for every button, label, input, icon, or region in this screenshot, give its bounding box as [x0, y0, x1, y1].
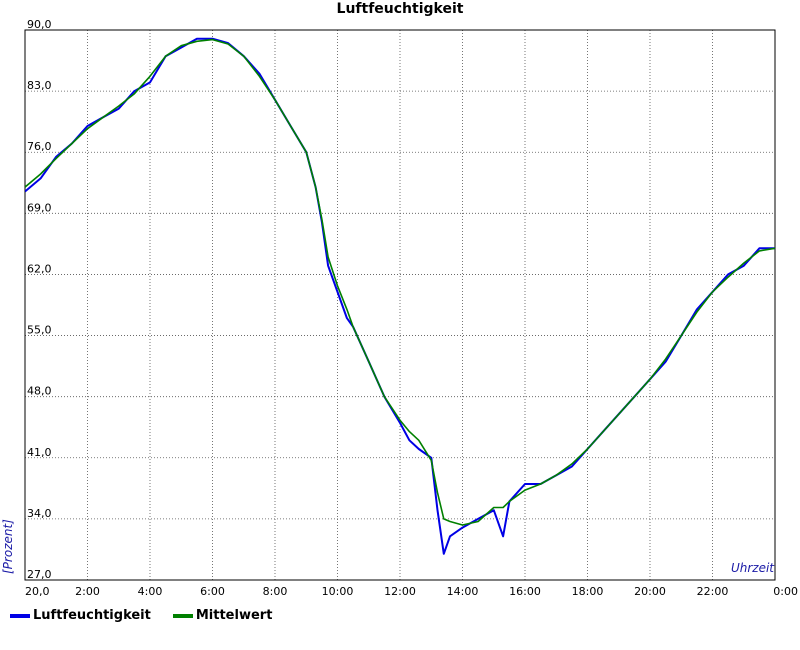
y-tick-label: 48,0 [27, 385, 52, 398]
x-tick-label: 18:00 [572, 585, 604, 598]
y-axis-label: [Prozent] [1, 519, 15, 574]
y-axis-ticks: 27,0 34,0 41,0 48,0 55,0 62,0 69,0 76,0 83,0 90,0 [27, 18, 52, 581]
plot-frame [24, 29, 776, 581]
x-tick-label: 12:00 [384, 585, 416, 598]
x-tick-label: 8:00 [263, 585, 288, 598]
x-tick-label: 10:00 [322, 585, 354, 598]
series-line-mittelwert [25, 38, 775, 526]
legend-swatch-mittelwert [172, 613, 193, 618]
y-tick-label: 83,0 [27, 79, 52, 92]
legend: Luftfeuchtigkeit Mittelwert [10, 608, 272, 623]
x-tick-label: 6:00 [200, 585, 225, 598]
y-tick-label: 62,0 [27, 262, 52, 275]
legend-label-luftfeuchtigkeit: Luftfeuchtigkeit [33, 608, 151, 623]
chart-title: Luftfeuchtigkeit [337, 1, 464, 17]
x-axis-ticks: 20,0 2:00 4:00 6:00 8:00 10:00 12:00 14:00 16:00… [25, 585, 798, 598]
legend-label-mittelwert: Mittelwert [195, 608, 273, 623]
y-tick-label: 34,0 [27, 507, 52, 520]
x-tick-label: 14:00 [447, 585, 479, 598]
x-tick-label: 4:00 [138, 585, 163, 598]
legend-swatch-luftfeuchtigkeit [10, 613, 30, 618]
y-tick-label: 69,0 [27, 201, 52, 214]
y-tick-label: 90,0 [27, 18, 52, 31]
x-tick-label: 22:00 [697, 585, 729, 598]
x-tick-label: 0:00 [773, 585, 798, 598]
series-line-luftfeuchtigkeit [25, 37, 775, 555]
y-tick-label: 27,0 [27, 568, 52, 581]
x-tick-label: 16:00 [509, 585, 541, 598]
legend-item-mittelwert: Mittelwert [172, 608, 273, 623]
x-tick-label: 20,0 [25, 585, 50, 598]
legend-item-luftfeuchtigkeit: Luftfeuchtigkeit [10, 608, 151, 623]
x-tick-label: 20:00 [634, 585, 666, 598]
y-tick-label: 41,0 [27, 446, 52, 459]
x-tick-label: 2:00 [75, 585, 100, 598]
y-tick-label: 55,0 [27, 324, 52, 337]
grid [25, 30, 775, 580]
x-axis-label: Uhrzeit [731, 561, 775, 575]
y-tick-label: 76,0 [27, 140, 52, 153]
series [25, 37, 775, 555]
